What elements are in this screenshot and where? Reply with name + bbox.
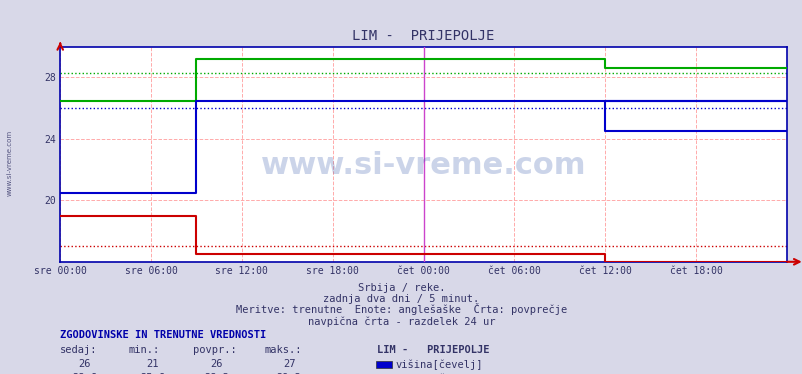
- Text: višina[čevelj]: višina[čevelj]: [395, 359, 482, 370]
- Text: sedaj:: sedaj:: [60, 345, 98, 355]
- Text: www.si-vreme.com: www.si-vreme.com: [6, 130, 13, 196]
- Text: 28,3: 28,3: [204, 373, 229, 374]
- Text: 25,6: 25,6: [140, 373, 165, 374]
- Text: Meritve: trenutne  Enote: anglešaške  Črta: povprečje: Meritve: trenutne Enote: anglešaške Črta…: [236, 303, 566, 315]
- Text: maks.:: maks.:: [265, 345, 302, 355]
- Text: 28,6: 28,6: [71, 373, 97, 374]
- Text: 29,2: 29,2: [276, 373, 302, 374]
- Text: zadnja dva dni / 5 minut.: zadnja dva dni / 5 minut.: [323, 294, 479, 304]
- Text: LIM -   PRIJEPOLJE: LIM - PRIJEPOLJE: [377, 345, 489, 355]
- Text: min.:: min.:: [128, 345, 160, 355]
- Text: povpr.:: povpr.:: [192, 345, 236, 355]
- Text: 26: 26: [78, 359, 91, 369]
- Text: www.si-vreme.com: www.si-vreme.com: [261, 150, 585, 180]
- Title: LIM -  PRIJEPOLJE: LIM - PRIJEPOLJE: [352, 29, 494, 43]
- Text: 26: 26: [210, 359, 223, 369]
- Text: ZGODOVINSKE IN TRENUTNE VREDNOSTI: ZGODOVINSKE IN TRENUTNE VREDNOSTI: [60, 331, 266, 340]
- Text: 21: 21: [146, 359, 159, 369]
- Text: Srbija / reke.: Srbija / reke.: [358, 283, 444, 293]
- Text: 27: 27: [282, 359, 295, 369]
- Text: navpična črta - razdelek 24 ur: navpična črta - razdelek 24 ur: [307, 316, 495, 327]
